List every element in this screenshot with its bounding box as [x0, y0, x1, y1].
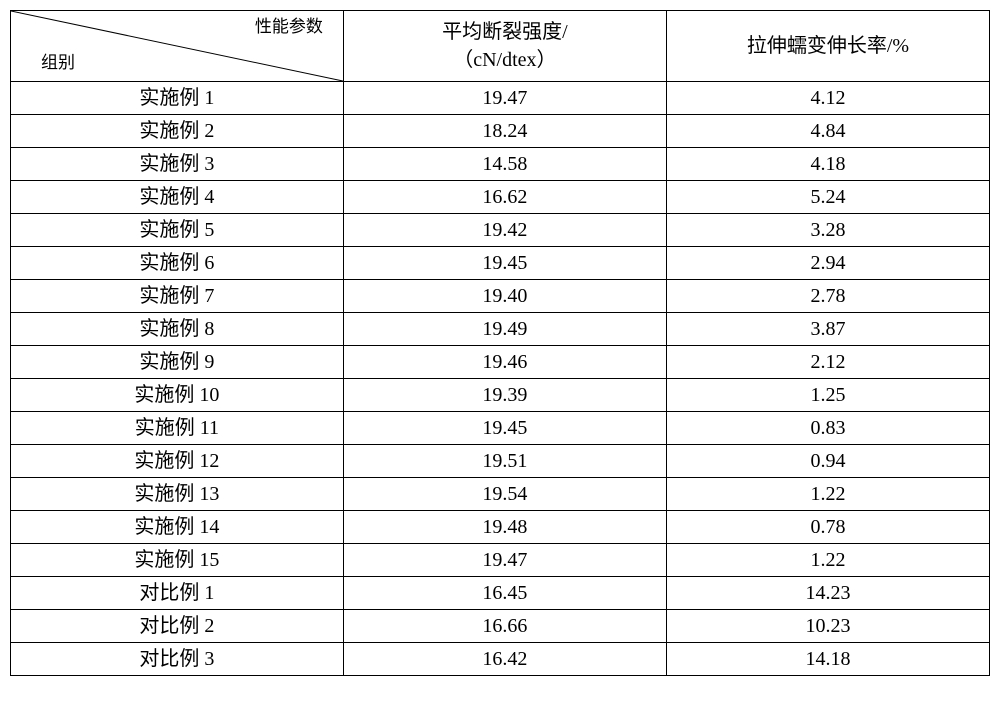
col-header-strength-label: 平均断裂强度/（cN/dtex） — [442, 21, 568, 71]
row-strength: 19.48 — [343, 511, 666, 544]
row-creep: 2.78 — [666, 280, 989, 313]
col-header-creep-label: 拉伸蠕变伸长率/% — [747, 35, 909, 57]
row-creep: 3.87 — [666, 313, 989, 346]
row-creep: 14.18 — [666, 643, 989, 676]
row-strength: 14.58 — [343, 148, 666, 181]
row-label: 实施例 5 — [11, 214, 344, 247]
row-creep: 0.83 — [666, 412, 989, 445]
table-row: 实施例 1319.541.22 — [11, 478, 990, 511]
row-creep: 0.78 — [666, 511, 989, 544]
row-label: 对比例 3 — [11, 643, 344, 676]
row-label: 实施例 1 — [11, 82, 344, 115]
row-strength: 19.47 — [343, 544, 666, 577]
row-strength: 19.42 — [343, 214, 666, 247]
row-strength: 19.39 — [343, 379, 666, 412]
table-row: 对比例 216.6610.23 — [11, 610, 990, 643]
row-creep: 4.84 — [666, 115, 989, 148]
row-creep: 5.24 — [666, 181, 989, 214]
row-creep: 2.94 — [666, 247, 989, 280]
row-creep: 4.12 — [666, 82, 989, 115]
table-row: 实施例 218.244.84 — [11, 115, 990, 148]
row-creep: 1.22 — [666, 544, 989, 577]
diag-top-label: 性能参数 — [255, 17, 323, 37]
table-row: 实施例 1119.450.83 — [11, 412, 990, 445]
row-label: 实施例 15 — [11, 544, 344, 577]
row-label: 实施例 12 — [11, 445, 344, 478]
row-label: 实施例 4 — [11, 181, 344, 214]
row-creep: 1.22 — [666, 478, 989, 511]
table-row: 实施例 519.423.28 — [11, 214, 990, 247]
row-label: 实施例 13 — [11, 478, 344, 511]
row-label: 实施例 8 — [11, 313, 344, 346]
row-label: 实施例 10 — [11, 379, 344, 412]
row-strength: 16.62 — [343, 181, 666, 214]
row-label: 实施例 7 — [11, 280, 344, 313]
row-strength: 19.47 — [343, 82, 666, 115]
row-creep: 10.23 — [666, 610, 989, 643]
row-creep: 4.18 — [666, 148, 989, 181]
row-creep: 14.23 — [666, 577, 989, 610]
row-strength: 19.49 — [343, 313, 666, 346]
table-row: 对比例 116.4514.23 — [11, 577, 990, 610]
row-strength: 19.45 — [343, 247, 666, 280]
table-row: 实施例 919.462.12 — [11, 346, 990, 379]
row-creep: 2.12 — [666, 346, 989, 379]
data-table-container: 性能参数 组别 平均断裂强度/（cN/dtex） 拉伸蠕变伸长率/% 实施例 1… — [10, 10, 990, 676]
table-row: 实施例 1219.510.94 — [11, 445, 990, 478]
table-row: 实施例 314.584.18 — [11, 148, 990, 181]
row-strength: 16.66 — [343, 610, 666, 643]
row-label: 实施例 11 — [11, 412, 344, 445]
table-body: 实施例 119.474.12实施例 218.244.84实施例 314.584.… — [11, 82, 990, 676]
diagonal-header-cell: 性能参数 组别 — [11, 11, 344, 82]
header-row: 性能参数 组别 平均断裂强度/（cN/dtex） 拉伸蠕变伸长率/% — [11, 11, 990, 82]
table-row: 实施例 719.402.78 — [11, 280, 990, 313]
row-label: 实施例 9 — [11, 346, 344, 379]
row-strength: 19.46 — [343, 346, 666, 379]
row-label: 实施例 14 — [11, 511, 344, 544]
col-header-strength: 平均断裂强度/（cN/dtex） — [343, 11, 666, 82]
table-row: 实施例 1519.471.22 — [11, 544, 990, 577]
row-strength: 16.42 — [343, 643, 666, 676]
row-strength: 16.45 — [343, 577, 666, 610]
row-label: 对比例 2 — [11, 610, 344, 643]
table-row: 实施例 1019.391.25 — [11, 379, 990, 412]
row-label: 实施例 2 — [11, 115, 344, 148]
row-strength: 19.45 — [343, 412, 666, 445]
col-header-creep: 拉伸蠕变伸长率/% — [666, 11, 989, 82]
row-strength: 19.51 — [343, 445, 666, 478]
table-row: 实施例 119.474.12 — [11, 82, 990, 115]
row-label: 实施例 6 — [11, 247, 344, 280]
diag-bottom-label: 组别 — [41, 53, 75, 73]
row-creep: 0.94 — [666, 445, 989, 478]
row-strength: 19.54 — [343, 478, 666, 511]
row-creep: 1.25 — [666, 379, 989, 412]
table-row: 实施例 619.452.94 — [11, 247, 990, 280]
table-row: 实施例 416.625.24 — [11, 181, 990, 214]
row-strength: 19.40 — [343, 280, 666, 313]
row-label: 实施例 3 — [11, 148, 344, 181]
table-row: 实施例 1419.480.78 — [11, 511, 990, 544]
row-strength: 18.24 — [343, 115, 666, 148]
table-row: 实施例 819.493.87 — [11, 313, 990, 346]
performance-table: 性能参数 组别 平均断裂强度/（cN/dtex） 拉伸蠕变伸长率/% 实施例 1… — [10, 10, 990, 676]
table-row: 对比例 316.4214.18 — [11, 643, 990, 676]
row-label: 对比例 1 — [11, 577, 344, 610]
row-creep: 3.28 — [666, 214, 989, 247]
